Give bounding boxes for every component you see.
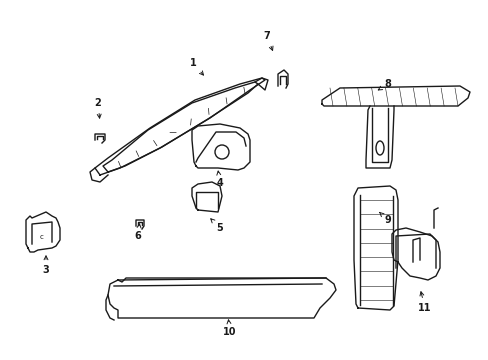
Text: 2: 2 bbox=[95, 98, 101, 118]
Text: 1: 1 bbox=[189, 58, 203, 75]
Text: 3: 3 bbox=[42, 256, 49, 275]
Text: 10: 10 bbox=[223, 320, 236, 337]
Text: 4: 4 bbox=[216, 171, 223, 188]
Text: 9: 9 bbox=[379, 212, 390, 225]
Text: 8: 8 bbox=[378, 79, 390, 90]
Text: 6: 6 bbox=[134, 224, 141, 241]
Text: 7: 7 bbox=[263, 31, 272, 50]
Text: c: c bbox=[40, 234, 44, 240]
Text: 11: 11 bbox=[417, 292, 431, 313]
Text: 5: 5 bbox=[210, 219, 223, 233]
